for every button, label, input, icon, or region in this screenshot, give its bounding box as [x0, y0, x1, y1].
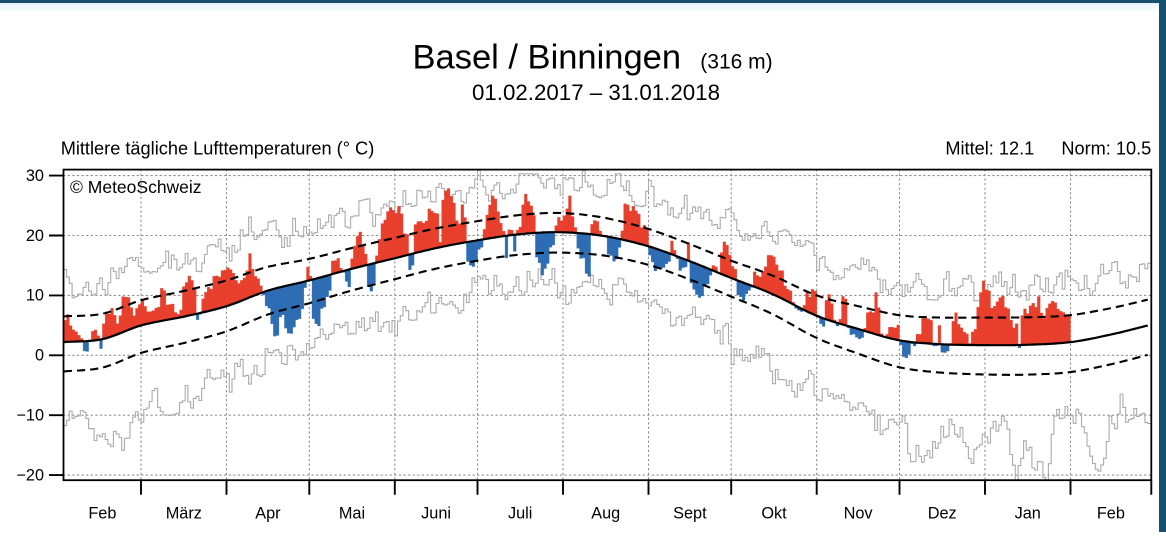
svg-text:Norm: 10.5: Norm: 10.5	[1061, 139, 1151, 159]
svg-text:Nov: Nov	[844, 504, 874, 522]
svg-text:Basel / Binningen: Basel / Binningen	[413, 39, 682, 77]
svg-text:Mai: Mai	[339, 504, 365, 522]
svg-text:Okt: Okt	[761, 504, 787, 522]
svg-text:Juni: Juni	[421, 504, 451, 522]
svg-text:10: 10	[26, 287, 44, 305]
svg-text:−10: −10	[16, 407, 44, 425]
svg-text:−20: −20	[16, 466, 44, 484]
svg-text:01.02.2017 – 31.01.2018: 01.02.2017 – 31.01.2018	[472, 80, 720, 105]
svg-text:Feb: Feb	[88, 504, 116, 522]
svg-text:März: März	[166, 504, 202, 522]
svg-text:0: 0	[35, 347, 44, 365]
svg-text:(316 m): (316 m)	[700, 51, 772, 74]
svg-text:Aug: Aug	[591, 504, 620, 522]
svg-text:Mittlere tägliche Lufttemperat: Mittlere tägliche Lufttemperaturen (° C)	[61, 139, 375, 159]
svg-text:Sept: Sept	[673, 504, 707, 522]
svg-text:Dez: Dez	[928, 504, 957, 522]
svg-text:Feb: Feb	[1097, 504, 1125, 522]
svg-text:Mittel: 12.1: Mittel: 12.1	[945, 139, 1034, 159]
svg-text:Jan: Jan	[1015, 504, 1041, 522]
svg-text:20: 20	[26, 227, 44, 245]
svg-text:30: 30	[26, 167, 44, 185]
svg-text:Juli: Juli	[508, 504, 532, 522]
svg-text:Apr: Apr	[255, 504, 281, 522]
svg-text:© MeteoSchweiz: © MeteoSchweiz	[70, 177, 202, 197]
